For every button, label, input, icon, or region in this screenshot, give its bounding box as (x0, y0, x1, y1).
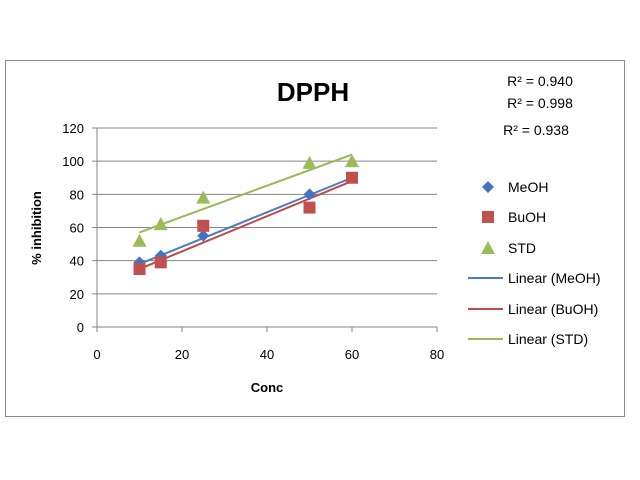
legend-label-buoh: BuOH (508, 209, 546, 225)
data-point-std (302, 155, 317, 169)
data-point-buoh (154, 256, 167, 269)
trendline-std (139, 153, 353, 234)
legend-marker-buoh (482, 211, 494, 223)
data-point-std (153, 217, 168, 231)
x-tick-label: 40 (260, 347, 274, 362)
x-tick-label: 0 (93, 347, 100, 362)
y-tick-label: 80 (70, 187, 84, 202)
x-axis-title: Conc (251, 380, 284, 395)
legend: MeOH BuOH STD Linear (MeOH) Linear (BuOH) Lin… (468, 179, 601, 347)
data-point-meoh (154, 249, 167, 262)
data-point-std (132, 233, 147, 247)
y-tick-label: 60 (70, 221, 84, 236)
x-tick-labels: 0 20 40 60 80 (93, 347, 444, 362)
y-tick-label: 100 (62, 154, 84, 169)
trendline-meoh (139, 176, 353, 265)
axes (92, 127, 438, 332)
data-point-std (345, 154, 359, 168)
y-axis-title: % inhibition (29, 191, 44, 265)
y-tick-label: 120 (62, 121, 84, 136)
data-point-std (196, 190, 211, 204)
r2-label-std: R² = 0.938 (503, 122, 569, 138)
data-point-buoh (346, 171, 358, 184)
trendlines (139, 153, 353, 270)
y-tick-label: 40 (70, 254, 84, 269)
r-squared-labels: R² = 0.940 R² = 0.998 R² = 0.938 (503, 73, 573, 138)
chart-title: DPPH (277, 77, 349, 107)
r2-label-buoh: R² = 0.998 (507, 95, 573, 111)
x-tick-label: 60 (345, 347, 359, 362)
data-point-buoh (303, 201, 316, 214)
y-tick-label: 0 (77, 320, 84, 335)
y-tick-labels: 0 20 40 60 80 100 120 (62, 121, 84, 335)
y-tick-label: 20 (70, 287, 84, 302)
gridlines (97, 127, 437, 295)
legend-label-linear-std: Linear (STD) (508, 331, 588, 347)
legend-label-std: STD (508, 240, 536, 256)
data-point-meoh (197, 229, 210, 242)
legend-label-linear-meoh: Linear (MeOH) (508, 270, 601, 286)
legend-marker-std (481, 241, 495, 254)
chart-frame (5, 60, 625, 417)
r2-label-meoh: R² = 0.940 (507, 73, 573, 89)
data-point-meoh (303, 188, 316, 201)
legend-marker-meoh (482, 181, 494, 193)
trendline-buoh (139, 180, 353, 270)
data-point-buoh (133, 262, 146, 275)
data-point-buoh (197, 219, 210, 232)
legend-label-linear-buoh: Linear (BuOH) (508, 301, 598, 317)
data-markers (132, 154, 359, 275)
x-tick-label: 20 (175, 347, 189, 362)
x-tick-label: 80 (430, 347, 444, 362)
legend-label-meoh: MeOH (508, 179, 548, 195)
